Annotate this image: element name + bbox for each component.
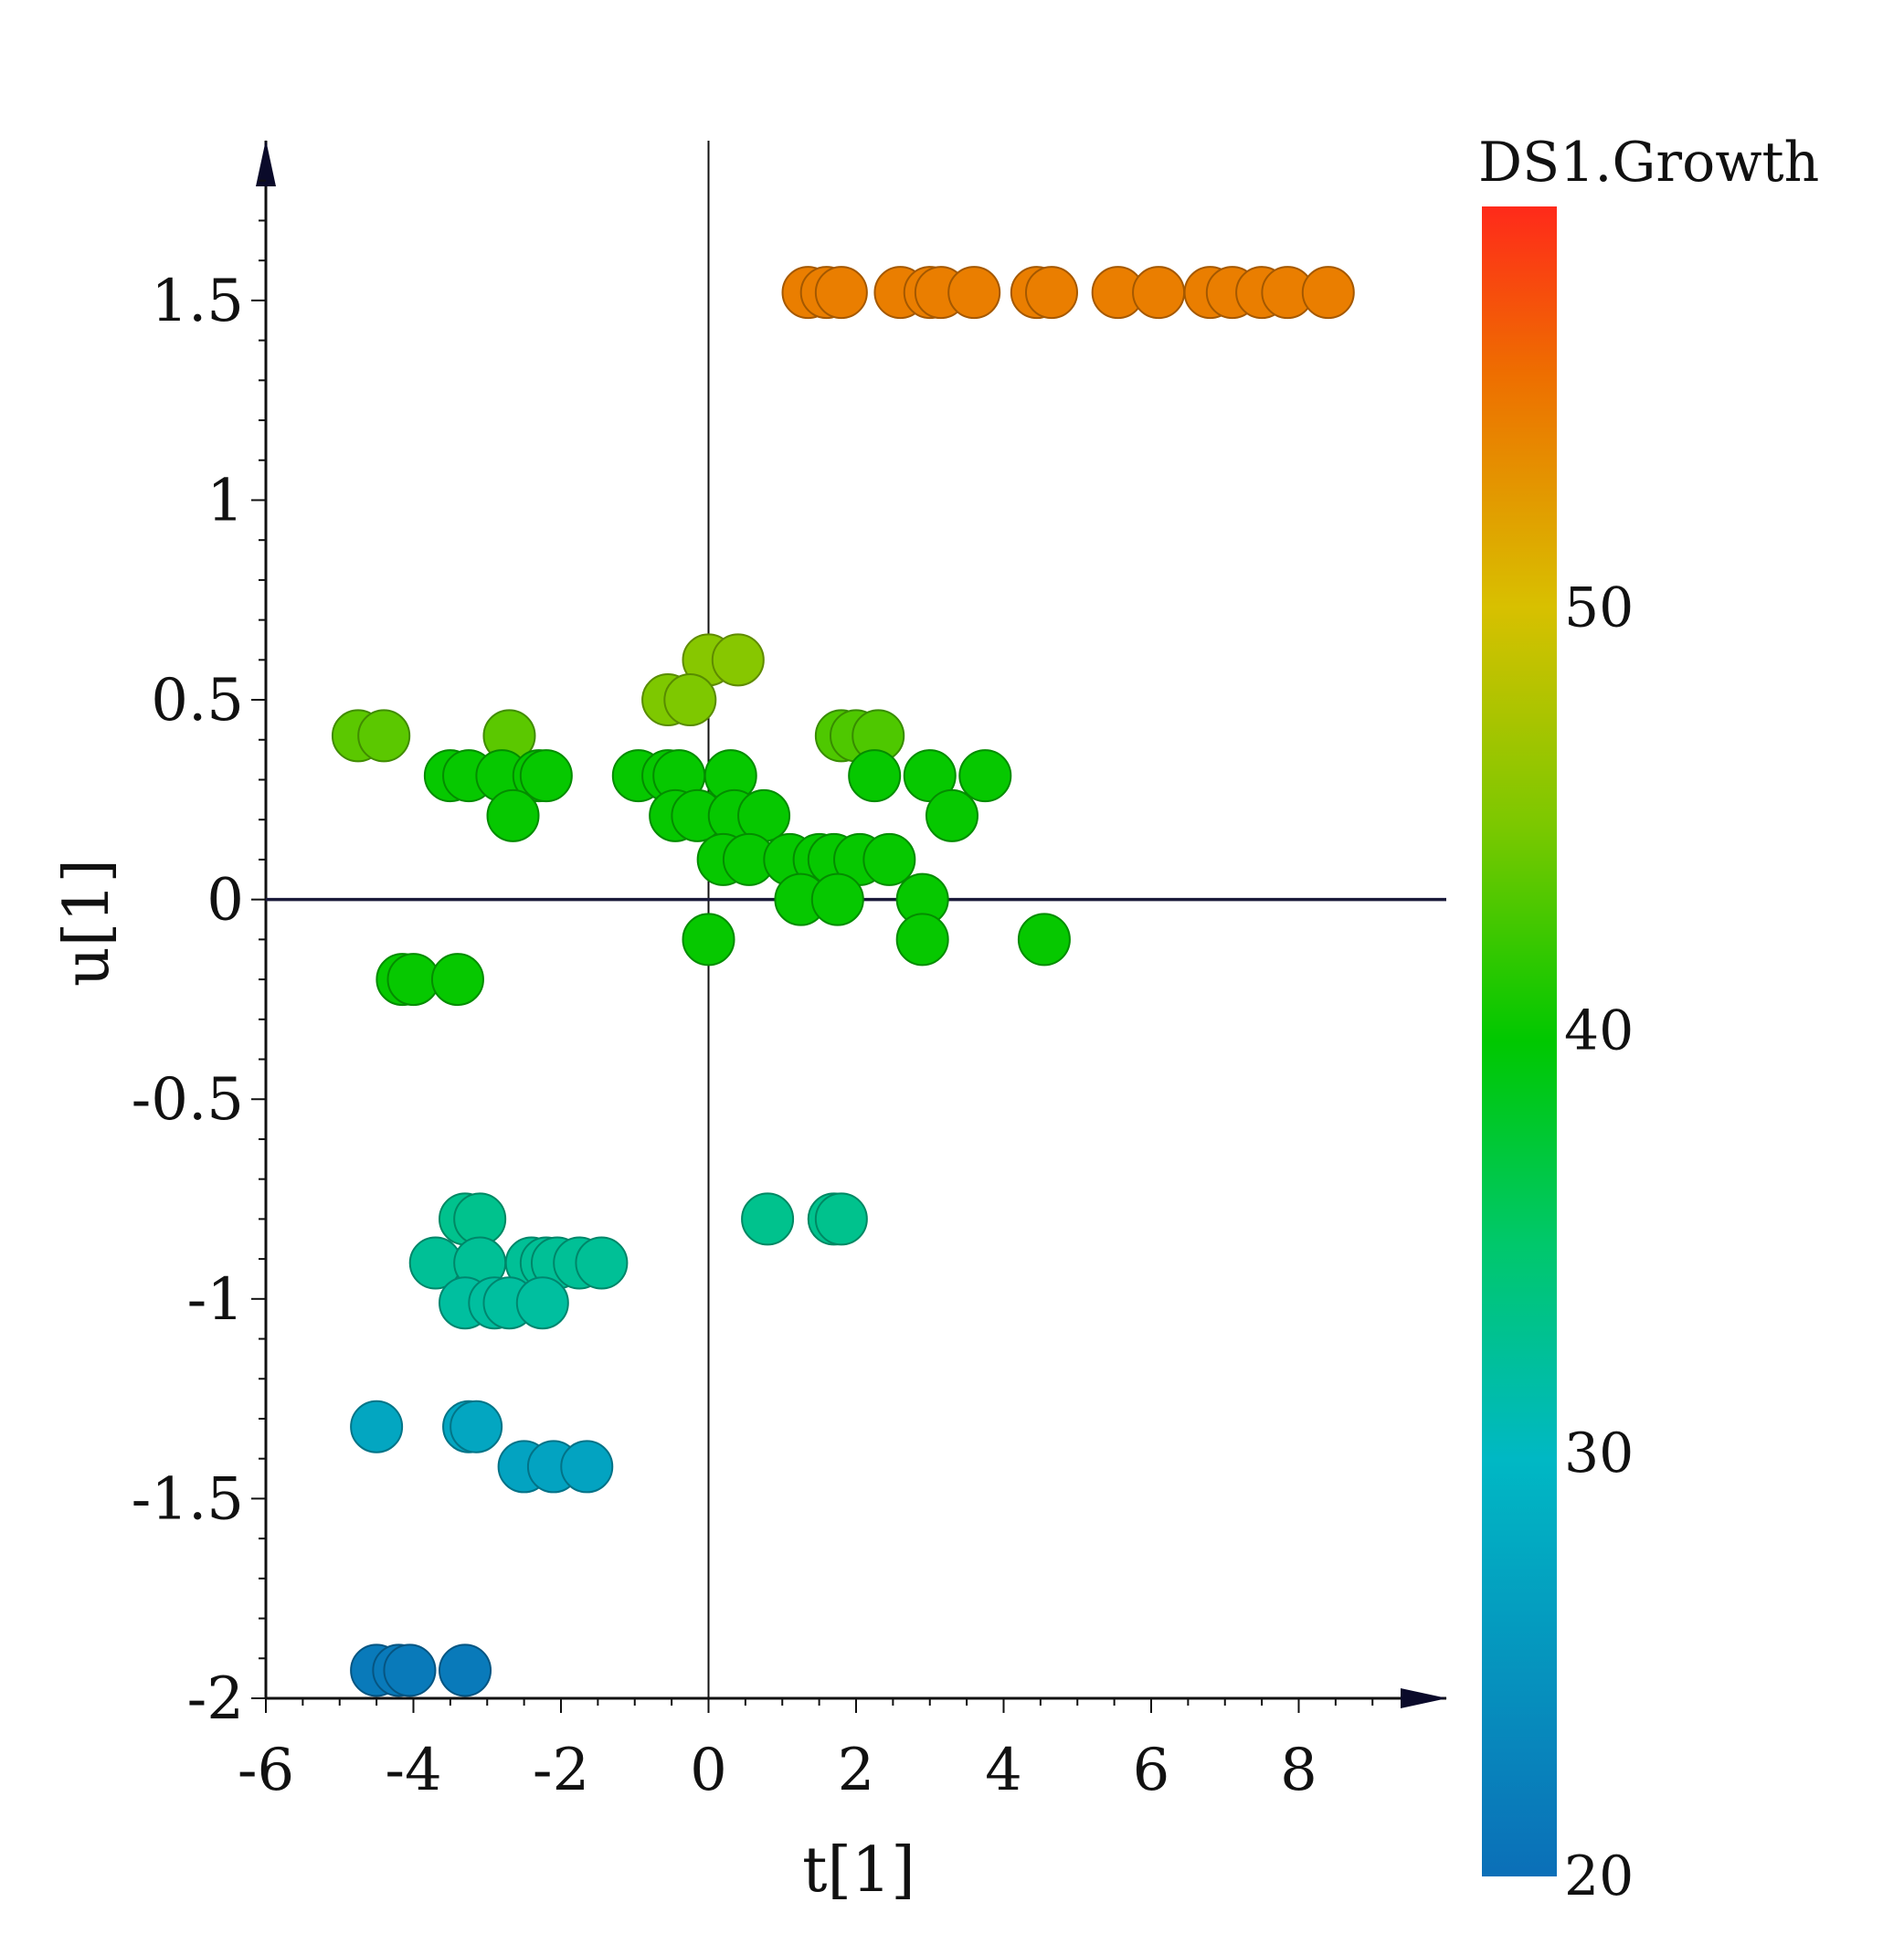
colorbar-tick-label: 50 [1564,576,1634,640]
x-axis-arrow [1401,1688,1447,1708]
data-point [810,872,864,926]
colorbar-tick-label: 40 [1564,999,1634,1062]
x-tick-label: 8 [1280,1737,1317,1804]
data-point [711,633,765,687]
y-tick-label: -0.5 [132,1066,244,1134]
data-point [519,749,573,803]
data-point [862,832,916,886]
data-point [1024,266,1078,320]
colorbar-gradient [1482,206,1557,1876]
data-point [925,788,978,842]
colorbar-title: DS1.Growth [1478,131,1819,195]
data-point [1132,266,1186,320]
data-point [958,749,1012,803]
data-point [450,1400,503,1453]
data-point [895,913,949,967]
x-tick-label: 0 [690,1737,727,1804]
y-axis-arrow [256,140,276,186]
x-tick-label: -4 [385,1737,441,1804]
y-tick-label: -1 [187,1266,244,1334]
data-point [814,266,868,320]
y-tick-label: 0 [206,867,244,935]
data-point [439,1643,492,1697]
data-point [947,266,1001,320]
data-point [357,709,411,763]
colorbar-tick-label: 20 [1564,1844,1634,1908]
y-tick-label: 0.5 [151,667,244,734]
data-point [741,1192,795,1246]
data-point [560,1440,614,1494]
x-tick-label: -6 [238,1737,294,1804]
data-point [663,673,717,727]
data-point [515,1276,569,1330]
data-point [814,1192,868,1246]
colorbar: DS1.Growth 20 30 40 50 [1478,131,1819,1908]
y-tick-label: 1.5 [151,268,244,335]
data-point [383,1643,437,1697]
data-point [1017,913,1071,967]
data-point [682,913,735,967]
colorbar-tick-label: 30 [1564,1421,1634,1485]
colorbar-ticks: 20 30 40 50 [1564,576,1634,1908]
y-tick-label: -1.5 [132,1465,244,1533]
y-tick-label: 1 [206,467,244,534]
x-tick-label: 4 [985,1737,1022,1804]
data-point [1301,266,1355,320]
x-tick-label: 6 [1133,1737,1170,1804]
data-point [486,788,540,842]
y-axis-ticks: -2 -1.5 -1 -0.5 0 0.5 1 1.5 [132,179,266,1733]
x-tick-label: 2 [838,1737,875,1804]
data-point [575,1236,629,1290]
data-point [350,1400,404,1453]
x-axis-ticks: -6 -4 -2 0 2 4 6 8 [238,1698,1374,1804]
y-tick-label: -2 [187,1665,244,1733]
x-tick-label: -2 [533,1737,589,1804]
data-point [848,749,902,803]
x-axis-title: t[1] [802,1834,915,1907]
y-axis-title: u[1] [51,859,123,987]
data-points [331,266,1355,1697]
data-point [430,953,484,1007]
y-axis-line [256,140,276,1698]
zero-lines [266,141,1446,1698]
